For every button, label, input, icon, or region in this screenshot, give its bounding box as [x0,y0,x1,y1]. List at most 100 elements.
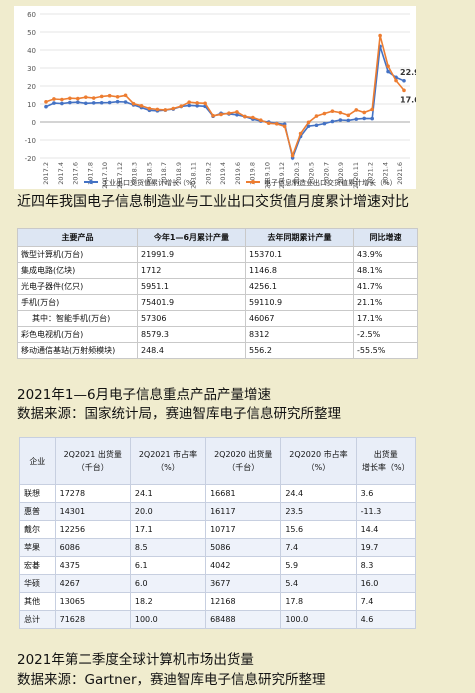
table1-header: 同比增速 [353,228,418,247]
data-point [76,96,80,101]
x-tick-label: 2019.2 [204,162,212,185]
data-point [76,100,80,104]
table1-caption-source: 数据来源：国家统计局，赛迪智库电子信息研究所整理 [17,406,341,422]
data-point [195,101,199,105]
table1-cell: 8579.3 [137,326,246,343]
table2-header: 2Q2021 出货量 （千台） [54,437,131,485]
data-point [354,108,359,112]
data-point [171,106,176,111]
table2-cell: 惠普 [19,502,56,521]
table1-cell: 4256.1 [245,278,354,295]
annotation-industrial: 22.9 [400,68,416,77]
table2-row: 宏碁 4375 6.1 4042 5.9 8.3 [19,556,417,575]
table1-cell: 48.1% [353,262,418,279]
data-point [139,104,144,108]
x-tick-label: 2017.2 [42,162,50,185]
table2-cell: 68488 [205,610,282,629]
data-point [203,101,207,106]
table2-cell: 5.4 [280,574,357,593]
y-tick-label: 20 [27,83,36,91]
table2-cell: 4375 [54,556,131,575]
table2-cell: 100.0 [129,610,207,629]
table2-cell: 3.6 [355,484,417,503]
data-point [163,108,168,112]
table2-cell: 宏碁 [19,556,56,575]
x-tick-label: 2017.8 [86,162,94,185]
table2-caption-title: 2021年第二季度全球计算机市场出货量 [17,652,254,668]
table2-cell: 4267 [54,574,131,593]
table2-row: 戴尔 12256 17.1 10717 15.6 14.4 [19,520,417,539]
table2-cell: 18.2 [129,592,207,611]
x-tick-label: 2021.2 [367,162,375,185]
table1-header: 今年1—6月累计产量 [137,228,246,247]
data-point [298,131,303,136]
table2-cell: 13065 [54,592,131,611]
table1-cell: 5951.1 [137,278,246,295]
table1-cell: 75401.9 [137,294,246,311]
data-point [107,93,112,98]
legend-entry: 工业出口交货值累计增长（%） [102,178,200,187]
table2-row: 华硕 4267 6.0 3677 5.4 16.0 [19,574,417,593]
table2-cell: 24.4 [280,484,357,503]
x-tick-label: 2020.5 [308,162,316,185]
table1-row: 移动通信基站(万射频模块) 248.4 556.2 -55.5% [17,342,418,359]
table2-cell: 12168 [205,592,282,611]
data-point [44,100,48,104]
data-point [259,118,263,122]
data-point [91,101,96,105]
data-point [179,104,184,108]
data-point [306,124,311,128]
data-point [219,112,223,117]
table1-row: 手机(万台) 75401.9 59110.9 21.1% [17,294,418,311]
y-tick-label: 50 [27,29,36,37]
table1-cell: 手机(万台) [17,294,138,311]
table2-cell: 12256 [54,520,131,539]
data-point [274,122,279,126]
table2-cell: 7.4 [355,592,417,611]
chart-annotations: 22.9 17.6 [400,68,420,105]
table2-cell: 16681 [205,484,282,503]
table1-cell: 其中：智能手机(万台) [17,310,138,327]
data-point [346,113,351,118]
data-point [314,114,319,118]
table2-cell: -11.3 [355,502,417,521]
x-tick-label: 2021.4 [381,162,389,185]
table1-caption-title: 2021年1—6月电子信息重点产品产量增速 [17,387,272,403]
table1-row: 集成电路(亿块) 1712 1146.8 48.1% [17,262,418,279]
data-point [235,110,239,114]
data-point [386,64,390,68]
table1-cell: -55.5% [353,342,418,359]
table1-cell: 57306 [137,310,246,327]
table1-cell: 移动通信基站(万射频模块) [17,342,138,359]
table1-cell: 248.4 [137,342,246,359]
data-point [282,124,287,129]
x-tick-label: 2020.11 [352,162,360,189]
table2-header-line: 增长率（%） [361,463,410,472]
table2-row: 惠普 14301 20.0 16117 23.5 -11.3 [19,502,417,521]
table2-header: 2Q2020 市占率 （%） [280,437,357,485]
y-tick-label: 0 [32,119,36,127]
data-point [362,116,367,121]
data-point [354,117,359,121]
data-point [322,111,327,116]
data-point [378,33,382,38]
table2-cell: 17.8 [280,592,357,611]
data-point [115,95,120,99]
x-tick-label: 2017.6 [72,162,80,185]
series-line-1 [45,35,405,159]
data-point [83,95,88,99]
table1-cell: 556.2 [245,342,354,359]
table2-row: 联想 17278 24.1 16681 24.4 3.6 [19,484,417,503]
table1-cell: 41.7% [353,278,418,295]
x-tick-label: 2017.12 [116,162,124,189]
data-point [330,119,335,124]
data-point [338,118,343,122]
data-point [131,101,136,106]
data-point [370,116,374,121]
table2-cell: 71628 [54,610,131,629]
table2-cell: 5086 [205,538,282,557]
table1-cell: 8312 [245,326,354,343]
table2-header-line: （%） [156,463,180,472]
data-point [243,114,247,119]
